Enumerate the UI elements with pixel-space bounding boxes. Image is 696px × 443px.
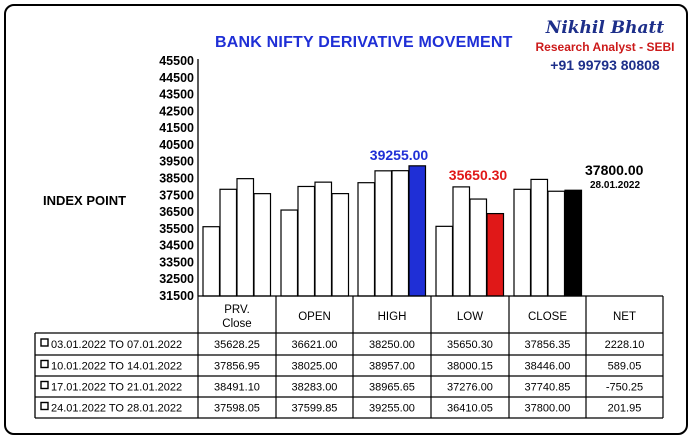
y-tick-label: 36500 [159, 205, 194, 219]
y-tick-label: 41500 [159, 121, 194, 135]
table-cell: 37599.85 [292, 403, 338, 415]
y-tick-label: 32500 [159, 272, 194, 286]
table-cell: 37740.85 [525, 382, 571, 394]
legend-marker [40, 359, 49, 369]
y-tick-label: 37500 [159, 188, 194, 202]
table-header: CLOSE [528, 311, 567, 323]
legend-marker [40, 338, 49, 347]
table-cell: 39255.00 [369, 403, 415, 415]
bar-prv-close-s1 [202, 226, 221, 297]
bar-high-s2 [374, 170, 393, 297]
bar-open-s4 [331, 193, 350, 297]
bar-low-s3 [469, 198, 488, 297]
bar-close-s4 [564, 189, 583, 297]
table-cell: 38957.00 [369, 361, 415, 373]
table-row-label: 24.01.2022 TO 28.01.2022 [51, 403, 182, 415]
y-tick-label: 45500 [159, 54, 194, 68]
close-annotation: 37800.00 [585, 162, 644, 178]
bar-close-s2 [530, 178, 549, 297]
table-cell: 37276.00 [447, 382, 493, 394]
table-cell: 589.05 [608, 361, 642, 373]
table-row-label: 17.01.2022 TO 21.01.2022 [51, 382, 182, 394]
table-cell: 38283.00 [292, 382, 338, 394]
table-cell: 38491.10 [214, 382, 260, 394]
high-annotation: 39255.00 [370, 147, 429, 163]
author-role: Research Analyst - SEBI [535, 40, 675, 54]
table-cell: 36410.05 [447, 403, 493, 415]
y-tick-label: 42500 [159, 104, 194, 118]
table-cell: 38965.65 [369, 382, 415, 394]
bar-prv-close-s4 [253, 193, 272, 297]
table-cell: 201.95 [608, 403, 642, 415]
y-tick-label: 35500 [159, 222, 194, 236]
table-header: OPEN [298, 311, 331, 323]
y-tick-label: 31500 [159, 289, 194, 303]
table-cell: 2228.10 [605, 339, 645, 351]
bar-open-s1 [280, 209, 299, 297]
table-row-label: 03.01.2022 TO 07.01.2022 [51, 339, 182, 351]
author-name: Nikhil Bhatt [545, 18, 665, 38]
y-tick-label: 43500 [159, 88, 194, 102]
table-cell: 38446.00 [525, 361, 571, 373]
bar-close-s1 [513, 188, 532, 297]
table-header: Close [222, 318, 251, 330]
table-header: PRV. [224, 304, 250, 316]
y-tick-label: 44500 [159, 71, 194, 85]
author-phone: +91 99793 80808 [550, 57, 660, 73]
bar-low-s1 [435, 225, 454, 297]
bar-open-s3 [314, 181, 333, 297]
table-header: NET [613, 311, 636, 323]
table-cell: 38250.00 [369, 339, 415, 351]
legend-marker [40, 401, 49, 411]
y-tick-label: 34500 [159, 239, 194, 253]
table-cell: 37856.35 [525, 339, 571, 351]
legend-marker [40, 380, 49, 390]
y-tick-label: 33500 [159, 255, 194, 269]
bar-high-s1 [357, 182, 376, 297]
table-cell: 38000.15 [447, 361, 493, 373]
y-axis-label: INDEX POINT [43, 193, 127, 208]
bar-prv-close-s2 [219, 188, 238, 297]
table-cell: 37856.95 [214, 361, 260, 373]
table-cell: 37800.00 [525, 403, 571, 415]
y-tick-label: 40500 [159, 138, 194, 152]
close-date-annotation: 28.01.2022 [590, 180, 641, 191]
table-header: HIGH [378, 311, 407, 323]
bar-prv-close-s3 [236, 178, 255, 297]
bar-high-s3 [391, 170, 410, 297]
table-cell: 35628.25 [214, 339, 260, 351]
table-cell: 36621.00 [292, 339, 338, 351]
table-cell: -750.25 [606, 382, 643, 394]
bar-low-s2 [452, 186, 471, 297]
table-cell: 35650.30 [447, 339, 493, 351]
outer-frame [4, 4, 688, 435]
bar-close-s3 [547, 190, 566, 297]
bar-high-s4 [408, 165, 427, 297]
author-block: Nikhil Bhatt Research Analyst - SEBI +91… [530, 18, 680, 73]
chart-title: BANK NIFTY DERIVATIVE MOVEMENT [215, 34, 513, 51]
table-cell: 37598.05 [214, 403, 260, 415]
low-annotation: 35650.30 [449, 167, 508, 183]
y-tick-label: 38500 [159, 172, 194, 186]
y-tick-label: 39500 [159, 155, 194, 169]
table-header: LOW [457, 311, 483, 323]
table-row-label: 10.01.2022 TO 14.01.2022 [51, 361, 182, 373]
bar-low-s4 [486, 212, 505, 297]
table-cell: 38025.00 [292, 361, 338, 373]
bar-open-s2 [297, 185, 316, 297]
